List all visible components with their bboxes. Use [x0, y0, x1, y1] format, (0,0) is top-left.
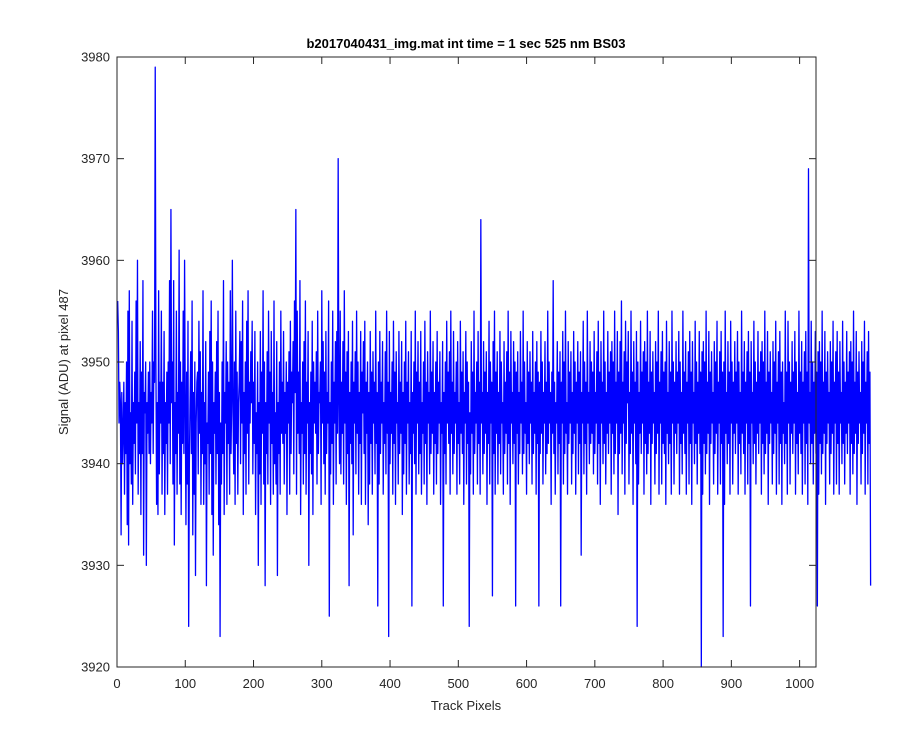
x-axis-ticks: 0 100 200 300 400 500 600 700 800 900 1000	[113, 57, 814, 691]
x-tick-label: 400	[379, 676, 401, 691]
y-tick-label: 3930	[81, 558, 110, 573]
series-line-0	[117, 66, 872, 668]
x-tick-label: 1000	[785, 676, 814, 691]
y-tick-label: 3920	[81, 660, 110, 675]
x-tick-label: 800	[652, 676, 674, 691]
y-tick-label: 3980	[81, 50, 110, 65]
x-tick-label: 900	[721, 676, 743, 691]
y-tick-label: 3950	[81, 355, 110, 370]
axes-box	[116, 56, 817, 668]
x-axis-label: Track Pixels	[431, 698, 502, 713]
x-tick-label: 600	[516, 676, 538, 691]
series-layer	[117, 66, 872, 668]
x-tick-label: 100	[174, 676, 196, 691]
y-tick-label: 3960	[81, 253, 110, 268]
x-tick-label: 300	[311, 676, 333, 691]
y-tick-label: 3940	[81, 456, 110, 471]
x-tick-label: 200	[243, 676, 265, 691]
x-tick-label: 700	[584, 676, 606, 691]
chart-title: b2017040431_img.mat int time = 1 sec 525…	[306, 36, 625, 51]
y-axis-label: Signal (ADU) at pixel 487	[56, 289, 71, 435]
y-tick-label: 3970	[81, 151, 110, 166]
x-tick-label: 500	[447, 676, 469, 691]
y-axis-ticks: 3920 3930 3940 3950 3960 3970 3980	[81, 50, 816, 675]
x-tick-label: 0	[113, 676, 120, 691]
